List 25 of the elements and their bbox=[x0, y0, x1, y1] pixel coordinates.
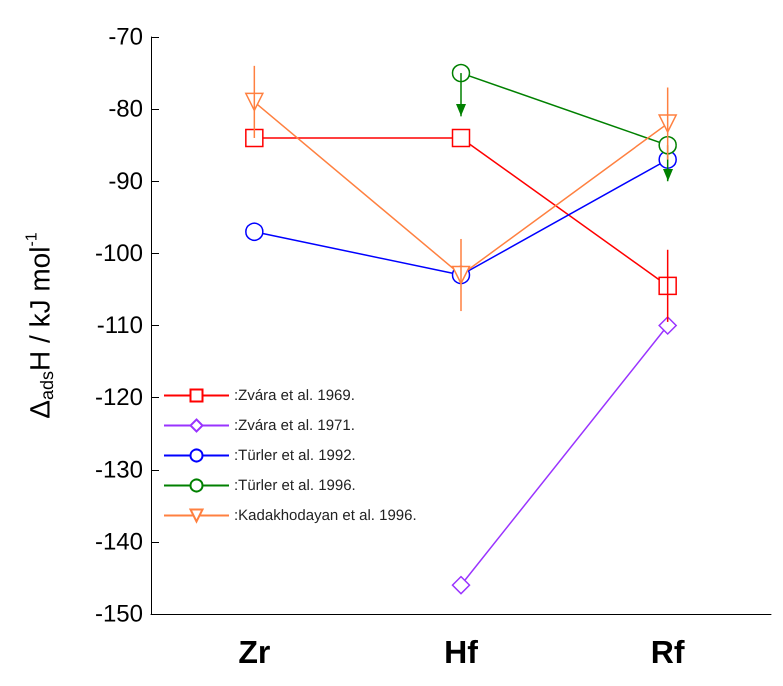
y-tick-label: -90 bbox=[108, 168, 143, 195]
y-tick-label: -80 bbox=[108, 96, 143, 123]
x-tick-label: Hf bbox=[444, 634, 478, 670]
point bbox=[452, 128, 470, 148]
y-tick-label: -130 bbox=[94, 456, 143, 484]
y-tick-label: -70 bbox=[108, 24, 143, 50]
legend-label: :Türler et al. 1992. bbox=[234, 447, 356, 464]
y-tick-label: -120 bbox=[94, 384, 143, 412]
point bbox=[452, 576, 470, 594]
x-tick-label: Rf bbox=[650, 634, 685, 670]
point bbox=[658, 316, 677, 335]
point bbox=[452, 64, 470, 82]
x-tick-label: Zr bbox=[238, 634, 270, 670]
y-axis-title: ΔadsH / kJ mol-1 bbox=[24, 232, 57, 419]
y-tick-label: -150 bbox=[94, 600, 143, 628]
legend-label: :Zvára et al. 1971. bbox=[234, 417, 355, 434]
legend-label: :Zvára et al. 1969. bbox=[234, 387, 355, 404]
y-tick-label: -110 bbox=[96, 312, 143, 339]
y-tick-label: -100 bbox=[94, 240, 143, 267]
legend-label: :Kadakhodayan et al. 1996. bbox=[234, 507, 417, 524]
point bbox=[658, 276, 677, 296]
legend-label: :Türler et al. 1996. bbox=[234, 477, 356, 494]
point bbox=[245, 128, 264, 148]
y-tick-label: -140 bbox=[94, 528, 143, 556]
point bbox=[245, 222, 264, 241]
